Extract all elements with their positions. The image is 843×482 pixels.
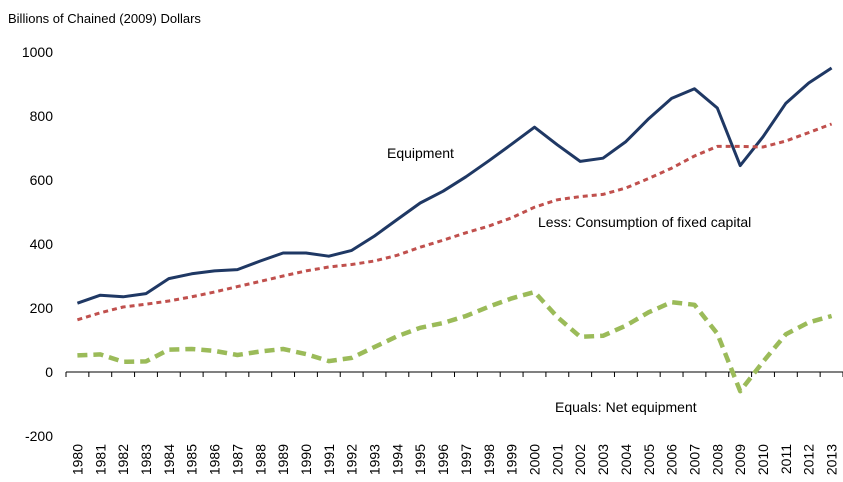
x-tick-label: 1980 — [69, 444, 85, 475]
x-tick-label: 1993 — [367, 444, 383, 475]
x-tick-label: 2007 — [686, 444, 702, 475]
y-tick-label: -200 — [25, 428, 53, 444]
x-tick-label: 1994 — [389, 444, 405, 475]
x-tick-label: 2010 — [755, 444, 771, 475]
x-tick-label: 1988 — [252, 444, 268, 475]
y-tick-label: 400 — [30, 236, 54, 252]
x-tick-label: 1985 — [184, 444, 200, 475]
y-axis-label: Billions of Chained (2009) Dollars — [8, 11, 201, 26]
x-tick-label: 1983 — [138, 444, 154, 475]
series-annotation: Equals: Net equipment — [555, 399, 697, 415]
x-tick-label: 1995 — [412, 444, 428, 475]
series-annotation: Less: Consumption of fixed capital — [538, 214, 751, 230]
x-tick-label: 1989 — [275, 444, 291, 475]
series-line — [76, 122, 833, 322]
x-tick-label: 2008 — [709, 444, 725, 475]
x-tick-label: 2003 — [595, 444, 611, 475]
x-tick-label: 2002 — [572, 444, 588, 475]
x-tick-label: 2006 — [664, 444, 680, 475]
x-tick-label: 1992 — [344, 444, 360, 475]
x-tick-label: 2009 — [732, 444, 748, 475]
x-tick-label: 2011 — [778, 444, 794, 474]
x-tick-label: 1990 — [298, 444, 314, 475]
series-line — [77, 289, 833, 394]
y-tick-label: 0 — [45, 364, 53, 380]
y-tick-label: 600 — [30, 172, 54, 188]
x-tick-label: 1981 — [92, 444, 108, 475]
y-tick-label: 1000 — [22, 44, 53, 60]
x-tick-label: 1999 — [504, 444, 520, 475]
series-annotation: Equipment — [387, 145, 454, 161]
x-tick-label: 2005 — [641, 444, 657, 475]
x-tick-label: 1982 — [115, 444, 131, 475]
x-tick-label: 2013 — [824, 444, 840, 475]
x-tick-label: 1997 — [458, 444, 474, 475]
x-tick-label: 1996 — [435, 444, 451, 475]
x-tick-label: 1984 — [161, 444, 177, 475]
y-tick-label: 200 — [30, 300, 54, 316]
x-tick-label: 1987 — [229, 444, 245, 475]
series-line — [76, 66, 833, 305]
x-tick-label: 2004 — [618, 444, 634, 475]
x-tick-label: 2012 — [801, 444, 817, 475]
x-tick-label: 2001 — [549, 444, 565, 475]
x-tick-label: 1998 — [481, 444, 497, 475]
x-tick-label: 2000 — [526, 444, 542, 475]
y-tick-label: 800 — [30, 108, 54, 124]
x-tick-label: 1986 — [207, 444, 223, 475]
x-tick-label: 1991 — [321, 444, 337, 475]
